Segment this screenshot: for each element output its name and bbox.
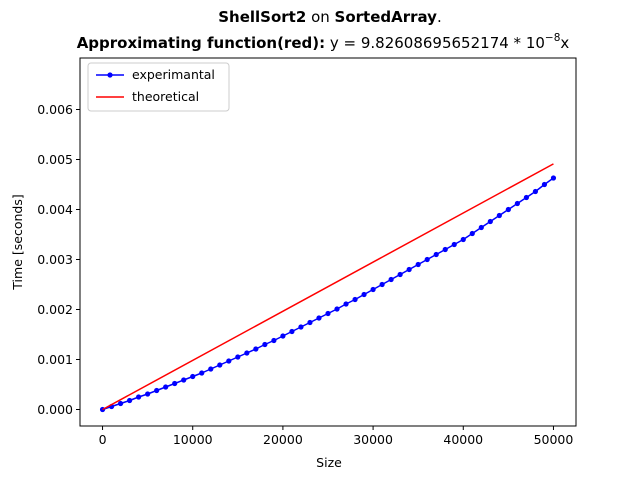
data-point <box>397 271 403 278</box>
data-point <box>181 377 187 383</box>
data-point <box>487 218 493 225</box>
data-point <box>415 261 421 268</box>
data-point <box>154 387 160 394</box>
plot-area <box>79 57 577 427</box>
y-axis-label: Time [seconds] <box>10 194 25 290</box>
x-tick-label: 0 <box>99 432 107 447</box>
data-point <box>550 175 557 181</box>
data-point <box>235 354 241 360</box>
x-tick-label: 20000 <box>263 432 303 447</box>
data-point <box>433 251 439 258</box>
y-tick-label: 0.005 <box>37 152 73 167</box>
data-point <box>388 276 394 283</box>
data-point <box>460 236 466 243</box>
chart-title-line-1: ShellSort2 on SortedArray. <box>218 8 442 26</box>
y-tick-label: 0.000 <box>37 402 73 417</box>
data-point <box>271 337 277 344</box>
series-line-0 <box>102 177 554 411</box>
data-point <box>325 310 331 317</box>
x-tick-label: 50000 <box>534 432 574 447</box>
data-point <box>370 286 376 293</box>
title-dataset: SortedArray <box>335 8 438 26</box>
data-point <box>379 281 385 288</box>
y-tick-label: 0.004 <box>37 202 73 217</box>
data-point <box>280 333 286 339</box>
y-tick-label: 0.001 <box>37 352 73 367</box>
data-point <box>361 291 367 298</box>
data-point <box>334 306 340 312</box>
y-tick-label: 0.002 <box>37 302 73 317</box>
x-tick-label: 10000 <box>173 432 213 447</box>
x-axis-label: Size <box>316 455 342 470</box>
data-point <box>478 224 484 231</box>
data-point <box>469 230 475 237</box>
data-point <box>298 324 304 330</box>
data-point <box>127 397 133 404</box>
data-point <box>163 384 169 390</box>
data-point <box>352 296 358 303</box>
data-point <box>541 181 548 188</box>
data-point <box>496 212 502 219</box>
x-axis-ticks: 0 10000 20000 30000 40000 50000 <box>99 426 574 447</box>
data-point <box>316 315 322 321</box>
title-algorithm: ShellSort2 <box>218 8 306 26</box>
data-point <box>208 366 214 372</box>
y-tick-label: 0.006 <box>37 102 73 117</box>
legend: experimantal theoretical <box>87 62 230 112</box>
data-point <box>307 319 313 326</box>
legend-marker-experimental <box>107 72 113 78</box>
data-point <box>289 328 295 335</box>
data-point <box>262 341 268 348</box>
series-line-1 <box>102 163 554 411</box>
data-point <box>226 358 232 364</box>
y-tick-label: 0.003 <box>37 252 73 267</box>
data-point <box>406 266 412 273</box>
data-point <box>244 350 250 356</box>
data-point <box>172 380 178 387</box>
data-point <box>217 362 223 368</box>
data-point <box>145 391 151 397</box>
data-point <box>136 394 142 400</box>
chart-title-line-2: Approximating function(red): y = 9.82608… <box>77 32 570 52</box>
data-point <box>532 188 539 195</box>
plot-frame <box>79 57 577 427</box>
approximating-function: y = 9.82608695652174 * 10 <box>325 34 545 52</box>
legend-label-experimental: experimantal <box>132 67 215 82</box>
data-point <box>442 246 448 253</box>
data-point <box>117 400 124 407</box>
data-point <box>424 256 430 263</box>
legend-label-theoretical: theoretical <box>132 89 199 104</box>
x-tick-label: 30000 <box>353 432 393 447</box>
data-point <box>253 346 259 352</box>
data-point <box>199 370 205 376</box>
y-axis-ticks: 0.000 0.001 0.002 0.003 0.004 0.005 0.006 <box>37 102 80 417</box>
data-point <box>190 373 196 380</box>
data-point <box>505 206 511 213</box>
data-point <box>514 200 520 207</box>
data-point <box>343 301 349 307</box>
x-tick-label: 40000 <box>443 432 483 447</box>
data-point <box>451 241 457 248</box>
data-point <box>523 194 530 201</box>
